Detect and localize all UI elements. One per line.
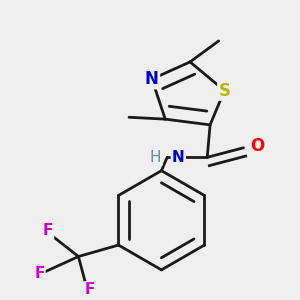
Text: O: O [250, 137, 264, 155]
Text: N: N [145, 70, 159, 88]
Text: F: F [85, 282, 95, 297]
Text: N: N [172, 150, 185, 165]
Text: H: H [150, 150, 161, 165]
Text: S: S [218, 82, 230, 100]
Text: F: F [34, 266, 44, 281]
Text: F: F [43, 223, 53, 238]
